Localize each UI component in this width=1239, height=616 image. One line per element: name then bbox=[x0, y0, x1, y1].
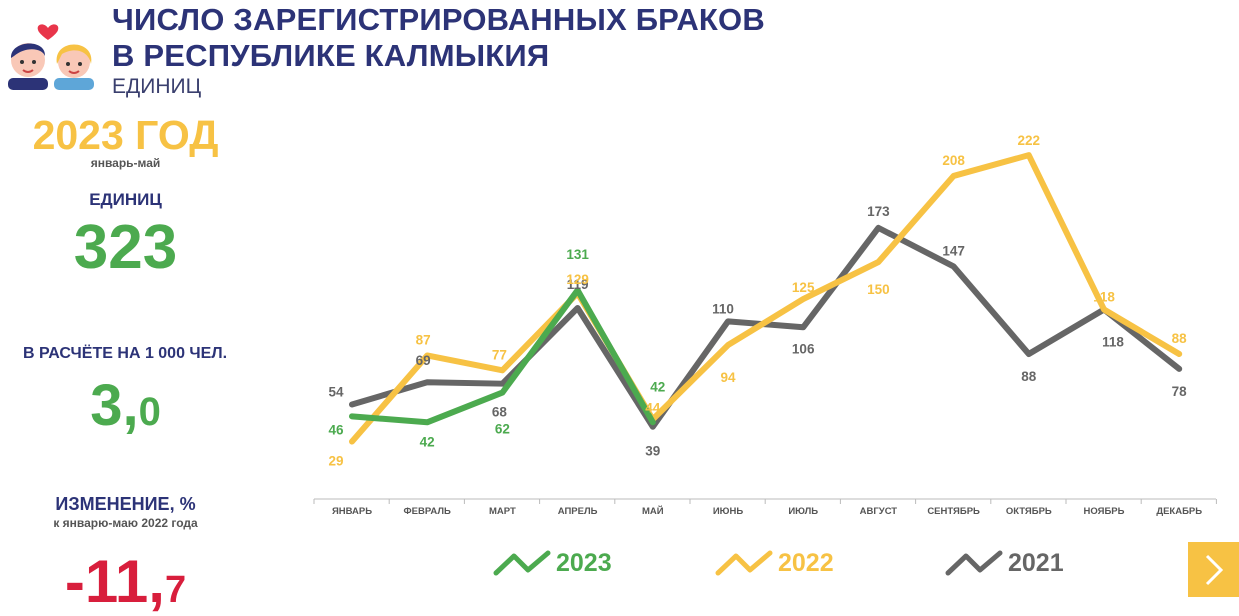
data-label-2021: 68 bbox=[492, 405, 508, 420]
data-label-2023: 62 bbox=[495, 422, 510, 437]
legend-label: 2021 bbox=[1008, 549, 1064, 577]
data-label-2023: 131 bbox=[566, 247, 589, 262]
change-label: ИЗМЕНЕНИЕ, % bbox=[55, 494, 196, 514]
data-label-2022: 29 bbox=[328, 454, 343, 469]
data-label-2021: 118 bbox=[1102, 334, 1124, 349]
x-tick-label: ИЮНЬ bbox=[713, 506, 743, 517]
data-label-2022: 125 bbox=[792, 280, 815, 295]
data-label-2021: 147 bbox=[942, 243, 965, 258]
data-label-2022: 150 bbox=[867, 282, 890, 297]
x-tick-label: СЕНТЯБРЬ bbox=[927, 506, 980, 517]
data-label-2022: 77 bbox=[492, 347, 507, 362]
x-tick-label: ОКТЯБРЬ bbox=[1006, 506, 1052, 517]
data-label-2022: 88 bbox=[1172, 331, 1188, 346]
chevron-right-icon bbox=[1205, 554, 1223, 585]
legend-item-2021: 2021 bbox=[945, 549, 1064, 577]
summary-year: 2023 ГОД bbox=[32, 112, 219, 158]
data-label-2023: 46 bbox=[328, 422, 344, 437]
next-slide-button[interactable] bbox=[1188, 542, 1239, 597]
heart-icon bbox=[37, 24, 59, 40]
per-capita-dec: 0 bbox=[138, 390, 161, 434]
change-sublabel: к январю-маю 2022 года bbox=[53, 516, 198, 530]
legend-label: 2023 bbox=[556, 549, 612, 577]
legend-item-2023: 2023 bbox=[493, 549, 612, 577]
data-label-2021: 54 bbox=[328, 384, 344, 399]
chart-unit-label: ЕДИНИЦ bbox=[112, 75, 202, 98]
data-label-2023: 42 bbox=[420, 434, 435, 449]
legend-swatch bbox=[715, 550, 773, 576]
data-label-2022: 44 bbox=[645, 400, 661, 415]
x-tick-label: ЯНВАРЬ bbox=[332, 506, 372, 517]
per-capita-int: 3, bbox=[90, 373, 139, 438]
summary-units-label: ЕДИНИЦ bbox=[89, 190, 162, 209]
data-label-2021: 119 bbox=[567, 277, 589, 292]
legend-swatch bbox=[945, 550, 1003, 576]
series-line-2021 bbox=[349, 224, 1183, 430]
couple-icon bbox=[8, 24, 94, 90]
per-capita-value: 3,0 bbox=[28, 372, 223, 439]
legend-swatch bbox=[493, 550, 551, 576]
series-line-2022 bbox=[349, 152, 1183, 445]
line-chart: ЯНВАРЬ ФЕВРАЛЬ МАРТ АПРЕЛЬ МАЙ ИЮНЬ ИЮЛЬ АВГУСТ… bbox=[313, 133, 1217, 577]
data-label-2022: 129 bbox=[566, 272, 589, 287]
summary-period: январь-май bbox=[90, 156, 161, 170]
page-title-line1: ЧИСЛО ЗАРЕГИСТРИРОВАННЫХ БРАКОВ bbox=[112, 2, 765, 37]
summary-units-value: 323 bbox=[73, 213, 178, 282]
data-label-2022: 87 bbox=[416, 332, 431, 347]
data-label-2021: 173 bbox=[867, 204, 890, 219]
x-tick-label: АВГУСТ bbox=[860, 506, 898, 517]
x-tick-label: ФЕВРАЛЬ bbox=[404, 506, 451, 517]
data-label-2021: 78 bbox=[1172, 384, 1188, 399]
x-tick-label: АПРЕЛЬ bbox=[558, 506, 598, 517]
per-capita-label: В РАСЧЁТЕ НА 1 000 ЧЕЛ. bbox=[22, 345, 228, 362]
series-line-2023 bbox=[349, 287, 656, 426]
x-tick-label: МАРТ bbox=[489, 506, 516, 517]
data-label-2022: 222 bbox=[1018, 133, 1041, 148]
x-tick-label: ДЕКАБРЬ bbox=[1156, 506, 1202, 517]
page-title-line2: В РЕСПУБЛИКЕ КАЛМЫКИЯ bbox=[112, 38, 550, 73]
data-label-2021: 88 bbox=[1021, 369, 1037, 384]
x-tick-label: НОЯБРЬ bbox=[1084, 506, 1125, 517]
legend-item-2022: 2022 bbox=[715, 549, 834, 577]
data-label-2022: 94 bbox=[720, 370, 736, 385]
data-label-2021: 69 bbox=[416, 353, 431, 368]
x-tick-label: ИЮЛЬ bbox=[788, 506, 818, 517]
data-label-2021: 106 bbox=[792, 341, 815, 356]
data-label-2021: 39 bbox=[645, 444, 660, 459]
data-label-2023: 42 bbox=[650, 379, 665, 394]
x-tick-label: МАЙ bbox=[642, 505, 664, 517]
data-label-2022: 208 bbox=[942, 153, 965, 168]
legend-label: 2022 bbox=[778, 549, 834, 577]
data-label-2022: 118 bbox=[1093, 289, 1115, 304]
data-label-2021: 110 bbox=[712, 301, 734, 316]
